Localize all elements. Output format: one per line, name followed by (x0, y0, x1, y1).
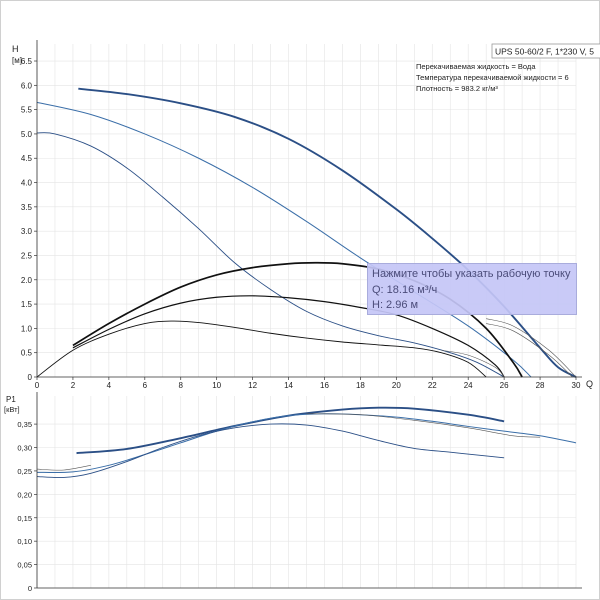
p1-axis-unit: [кВт] (4, 405, 20, 414)
y-tick-label: 1.0 (21, 324, 33, 333)
y-tick-label: 3.0 (21, 227, 33, 236)
curve-thin_ext-4 (36, 465, 91, 471)
y-tick-label: 4.0 (21, 179, 33, 188)
curve-eff_mid-4 (72, 295, 505, 378)
y-tick-label: 0,15 (17, 514, 32, 523)
curve-thin_ext-7 (486, 318, 577, 378)
x-tick-label: 12 (248, 381, 257, 390)
x-tick-label: 30 (572, 381, 581, 390)
y-tick-label: 0,25 (17, 467, 32, 476)
y-tick-label: 0.5 (21, 349, 33, 358)
y-tick-label: 0,35 (17, 420, 32, 429)
x-tick-label: 14 (284, 381, 293, 390)
y-tick-label: 0,20 (17, 490, 32, 499)
power-chart-grid (36, 396, 577, 589)
x-tick-label: 18 (356, 381, 365, 390)
y-tick-label: 1.5 (21, 300, 33, 309)
x-tick-label: 28 (536, 381, 545, 390)
p1-axis-label: P1 (6, 395, 16, 404)
x-tick-label: 24 (464, 381, 473, 390)
x-tick-label: 2 (71, 381, 76, 390)
h-axis-unit: [м] (12, 56, 22, 65)
y-tick-label: 0 (28, 373, 33, 382)
y-tick-label: 3.5 (21, 203, 33, 212)
head-chart: 0 0.5 1.0 1.5 2.0 2.5 3.0 3.5 4.0 4.5 5.0 5.5 6.0 6.5… (12, 40, 593, 390)
tooltip-q-value: Q: 18.16 м³/ч (372, 283, 438, 296)
curve-head_thick-0 (78, 87, 577, 378)
info-line-liquid: Перекачиваемая жидкость = Вода (416, 62, 536, 71)
pump-info-box: UPS 50-60/2 F, 1*230 V, 5 Перекачиваемая… (416, 43, 600, 93)
y-tick-label: 5.0 (21, 130, 33, 139)
y-tick-label: 6.0 (21, 81, 33, 90)
info-line-temperature: Температура перекачиваемой жидкости = 6 (416, 73, 569, 82)
curve-eff_low-5 (36, 320, 487, 378)
x-tick-label: 26 (500, 381, 509, 390)
h-axis-label: H (12, 44, 19, 54)
curve-thin_ext-6 (441, 349, 505, 378)
curve-head_mid-1 (36, 413, 577, 474)
curve-head_mid-1 (36, 101, 532, 378)
y-tick-label: 2.0 (21, 276, 33, 285)
tooltip-title: Нажмите чтобы указать рабочую точку (372, 268, 571, 280)
operating-point-tooltip[interactable]: Нажмите чтобы указать рабочую точку Q: 1… (367, 263, 577, 315)
x-tick-label: 0 (35, 381, 40, 390)
curve-thin_ext-8 (486, 323, 573, 378)
x-tick-label: 6 (143, 381, 148, 390)
y-tick-label: 2.5 (21, 251, 33, 260)
curve-thin_ext-3 (306, 413, 541, 438)
head-chart-curves (36, 87, 577, 378)
x-tick-label: 22 (428, 381, 437, 390)
pump-model-label: UPS 50-60/2 F, 1*230 V, 5 (495, 47, 594, 57)
curve-eff_high-3 (72, 261, 523, 378)
y-tick-label: 6.5 (21, 57, 33, 66)
head-chart-axes: 0 0.5 1.0 1.5 2.0 2.5 3.0 3.5 4.0 4.5 5.0 5.5 6.0 6.5… (21, 40, 582, 390)
q-axis-label: Q (586, 379, 593, 389)
x-tick-label: 20 (392, 381, 401, 390)
y-tick-label: 0,10 (17, 537, 32, 546)
curve-head_low-2 (36, 132, 505, 378)
power-chart-axes: 0 0,05 0,10 0,15 0,20 0,25 0,30 0,35 (17, 392, 582, 593)
y-tick-label: 5.5 (21, 106, 33, 115)
y-tick-label: 0,05 (17, 561, 32, 570)
x-tick-label: 16 (320, 381, 329, 390)
curve-head_thick-0 (76, 406, 505, 455)
tooltip-h-value: H: 2.96 м (372, 299, 419, 311)
y-tick-label: 4.5 (21, 154, 33, 163)
power-chart: 0 0,05 0,10 0,15 0,20 0,25 0,30 0,35 P1 [кВт] (4, 392, 582, 593)
info-line-density: Плотность = 983.2 кг/м³ (416, 84, 498, 93)
x-tick-label: 8 (179, 381, 184, 390)
curve-head_low-2 (36, 423, 505, 479)
x-tick-label: 10 (212, 381, 221, 390)
power-chart-curves (36, 406, 577, 479)
y-tick-label: 0,30 (17, 444, 32, 453)
y-tick-label: 0 (28, 584, 32, 593)
x-tick-label: 4 (107, 381, 112, 390)
